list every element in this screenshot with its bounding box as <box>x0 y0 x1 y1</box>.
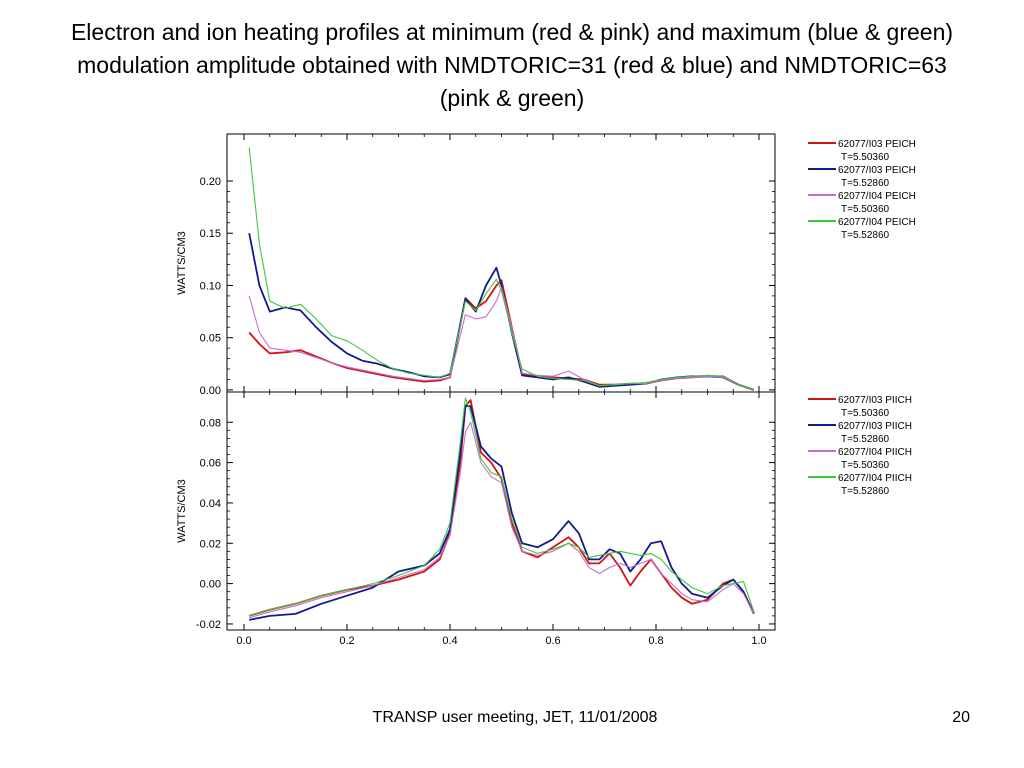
bottom-xtick-label: 0.0 <box>236 635 251 647</box>
top-ytick-label: 0.10 <box>200 280 221 292</box>
bottom-legend-time: T=5.50360 <box>841 408 890 419</box>
top-legend-name: 62077/I03 PEICH <box>838 139 916 150</box>
bottom-series-line-2 <box>249 405 755 621</box>
bottom-legend-name: 62077/I03 PIICH <box>838 421 912 432</box>
top-series-line-3 <box>248 286 755 391</box>
page-number: 20 <box>952 709 970 726</box>
top-legend-name: 62077/I04 PEICH <box>838 217 916 228</box>
bottom-legend-name: 62077/I04 PIICH <box>838 473 912 484</box>
top-legend-name: 62077/I03 PEICH <box>838 165 916 176</box>
top-legend-name: 62077/I04 PEICH <box>838 191 916 202</box>
top-ytick-label: 0.15 <box>200 228 221 240</box>
bottom-xtick-label: 0.8 <box>648 635 663 647</box>
bottom-ytick-label: 0.04 <box>200 498 221 510</box>
top-legend-time: T=5.50360 <box>841 152 890 163</box>
bottom-legend-time: T=5.52860 <box>841 434 890 445</box>
top-ytick-label: 0.05 <box>200 333 221 345</box>
bottom-legend-time: T=5.52860 <box>841 486 890 497</box>
bottom-xtick-label: 0.2 <box>339 635 354 647</box>
top-legend-time: T=5.50360 <box>841 204 890 215</box>
bottom-ytick-label: 0.08 <box>200 417 221 429</box>
bottom-legend-name: 62077/I03 PIICH <box>838 395 912 406</box>
bottom-series-line-1 <box>248 399 755 617</box>
top-ytick-label: 0.00 <box>200 385 221 397</box>
top-series-line-4 <box>248 147 755 391</box>
footer-text: TRANSP user meeting, JET, 11/01/2008 <box>372 709 658 726</box>
top-series-line-2 <box>248 233 755 391</box>
bottom-ytick-label: 0.02 <box>200 538 221 550</box>
bottom-ytick-label: -0.02 <box>196 619 221 631</box>
bottom-ylabel: WATTS/CM3 <box>176 479 188 543</box>
bottom-ytick-label: 0.00 <box>200 579 221 591</box>
slide-title: Electron and ion heating profiles at min… <box>70 19 954 111</box>
top-ytick-label: 0.20 <box>200 176 221 188</box>
bottom-legend-time: T=5.50360 <box>841 460 890 471</box>
bottom-legend-name: 62077/I04 PIICH <box>838 447 912 458</box>
bottom-xtick-label: 0.4 <box>442 635 457 647</box>
bottom-xtick-label: 0.6 <box>545 635 560 647</box>
bottom-ytick-label: 0.06 <box>200 458 221 470</box>
bottom-series-line-3 <box>249 421 755 619</box>
top-ylabel: WATTS/CM3 <box>176 231 188 295</box>
heating-profiles-chart: 0.00 0.05 0.10 0.15 0.20 WATTS/CM3 62077/I03 P… <box>176 133 916 647</box>
top-legend-time: T=5.52860 <box>841 230 890 241</box>
bottom-xtick-label: 1.0 <box>751 635 766 647</box>
bottom-series-line-4 <box>249 397 755 617</box>
top-legend-time: T=5.52860 <box>841 178 890 189</box>
